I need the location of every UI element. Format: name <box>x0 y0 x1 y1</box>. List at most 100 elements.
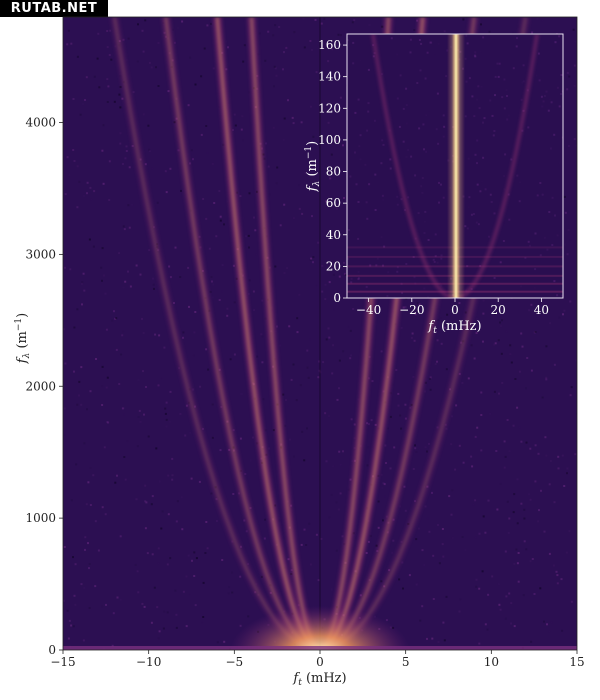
noise-speckle <box>181 528 184 531</box>
noise-speckle <box>145 501 148 504</box>
noise-speckle <box>67 29 70 32</box>
noise-speckle <box>269 193 271 195</box>
noise-speckle <box>223 223 225 226</box>
noise-speckle <box>498 603 501 606</box>
noise-speckle <box>164 170 167 173</box>
noise-speckle <box>515 548 518 551</box>
main-bottom-row <box>63 646 577 650</box>
noise-speckle <box>417 212 420 215</box>
noise-speckle <box>274 67 277 70</box>
noise-speckle <box>372 434 374 436</box>
noise-speckle <box>468 77 471 80</box>
noise-speckle <box>518 200 521 203</box>
noise-speckle <box>156 606 159 609</box>
noise-speckle <box>256 355 259 358</box>
noise-speckle <box>154 333 157 336</box>
noise-speckle <box>312 256 315 259</box>
noise-speckle <box>405 156 408 158</box>
noise-speckle <box>443 125 446 128</box>
noise-speckle <box>367 110 370 113</box>
noise-speckle <box>315 71 318 74</box>
noise-speckle <box>423 466 425 468</box>
noise-speckle <box>192 354 195 357</box>
noise-speckle <box>541 193 544 196</box>
noise-speckle <box>248 279 251 282</box>
inset-y-axis-label: fλ (m−1) <box>304 141 322 192</box>
noise-speckle <box>136 570 139 573</box>
noise-speckle <box>474 55 477 58</box>
noise-speckle <box>572 28 575 31</box>
noise-speckle <box>567 229 570 231</box>
noise-speckle <box>380 473 383 476</box>
noise-speckle <box>409 406 412 409</box>
noise-speckle <box>520 502 523 505</box>
noise-speckle <box>242 139 244 142</box>
inset-x-tick-label: 40 <box>534 303 549 317</box>
noise-speckle <box>558 35 561 38</box>
noise-speckle <box>470 344 473 347</box>
noise-speckle <box>521 129 524 132</box>
noise-speckle <box>145 386 147 388</box>
noise-speckle <box>458 302 461 305</box>
inset-y-tick-label: 120 <box>318 101 341 115</box>
noise-speckle <box>135 264 138 267</box>
noise-speckle <box>381 487 384 489</box>
noise-speckle <box>474 499 477 502</box>
noise-speckle <box>492 134 495 137</box>
noise-speckle <box>481 570 484 573</box>
noise-speckle <box>171 457 174 460</box>
noise-speckle <box>385 462 387 464</box>
noise-speckle <box>343 261 345 264</box>
noise-speckle <box>106 78 109 81</box>
noise-speckle <box>248 91 251 94</box>
noise-speckle <box>443 30 446 33</box>
noise-speckle <box>283 272 286 274</box>
noise-speckle <box>504 617 507 620</box>
noise-speckle <box>97 32 100 35</box>
noise-speckle <box>521 81 524 84</box>
noise-speckle <box>482 515 485 518</box>
noise-speckle <box>413 339 416 342</box>
noise-speckle <box>517 580 520 583</box>
noise-speckle <box>529 447 532 450</box>
noise-speckle <box>339 96 342 99</box>
noise-speckle <box>545 454 548 457</box>
noise-speckle <box>278 519 281 522</box>
noise-speckle <box>350 281 353 284</box>
noise-speckle <box>535 74 538 77</box>
noise-speckle <box>146 552 149 555</box>
noise-speckle <box>184 434 187 437</box>
noise-speckle <box>193 331 196 334</box>
noise-speckle <box>138 409 141 412</box>
noise-speckle <box>327 121 330 124</box>
noise-speckle <box>242 60 245 63</box>
noise-speckle <box>372 55 375 58</box>
noise-speckle <box>225 40 228 43</box>
noise-speckle <box>507 531 510 534</box>
noise-speckle <box>384 495 386 497</box>
noise-speckle <box>233 301 236 304</box>
noise-speckle <box>368 24 371 26</box>
noise-speckle <box>260 333 263 336</box>
noise-speckle <box>339 34 342 37</box>
noise-speckle <box>431 637 434 640</box>
inset-y-tick-label: 20 <box>326 259 341 273</box>
noise-speckle <box>234 124 237 127</box>
noise-speckle <box>555 570 558 573</box>
noise-speckle <box>88 238 91 241</box>
noise-speckle <box>413 29 416 31</box>
noise-speckle <box>89 504 92 506</box>
noise-speckle <box>144 527 147 530</box>
noise-speckle <box>563 195 566 198</box>
noise-speckle <box>221 290 223 292</box>
noise-speckle <box>517 25 520 28</box>
noise-speckle <box>491 575 494 578</box>
noise-speckle <box>66 156 69 159</box>
noise-speckle <box>426 51 429 54</box>
noise-speckle <box>478 532 481 535</box>
noise-speckle <box>534 444 537 447</box>
noise-speckle <box>279 344 282 347</box>
noise-speckle <box>354 151 356 154</box>
noise-speckle <box>125 59 128 61</box>
noise-speckle <box>105 80 107 82</box>
